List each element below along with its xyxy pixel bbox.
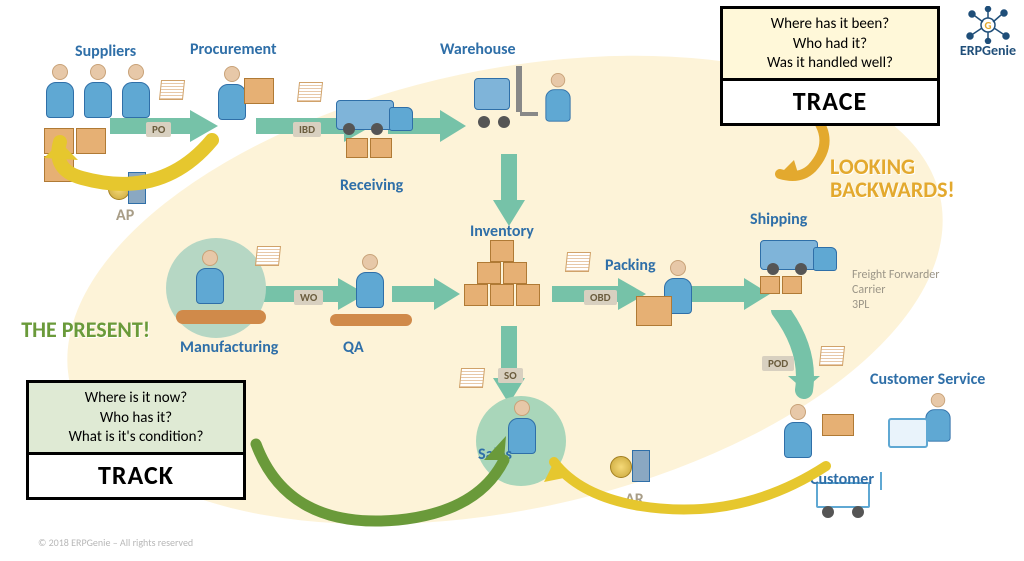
ext-line3: 3PL: [852, 298, 939, 313]
ext-line1: Freight Forwarder: [852, 268, 939, 283]
present-curly-arrow-icon: [248, 420, 518, 540]
label-shipping: Shipping: [750, 210, 807, 229]
label-packing: Packing: [605, 256, 656, 275]
shipping-boxes-icon: [760, 276, 816, 294]
customer-cart-box-icon: [822, 414, 854, 436]
trace-q3: Was it handled well?: [733, 54, 927, 74]
receiving-truck-icon: [336, 100, 394, 130]
label-qa: QA: [343, 338, 364, 357]
label-procurement: Procurement: [190, 40, 277, 59]
tag-wo: WO: [294, 290, 323, 305]
track-title: TRACK: [29, 452, 243, 497]
tag-pod: POD: [762, 356, 794, 371]
label-warehouse: Warehouse: [440, 40, 516, 59]
suppliers-doc-icon: [159, 80, 185, 100]
procurement-doc-icon: [297, 82, 323, 102]
track-q3: What is it's condition?: [39, 428, 233, 448]
manufacturing-doc-icon: [255, 246, 281, 266]
tag-obd: OBD: [584, 290, 617, 305]
footer-copyright: © 2018 ERPGenie – All rights reserved: [38, 536, 193, 549]
trace-questions: Where has it been? Who had it? Was it ha…: [723, 9, 937, 78]
yellow-return-arrow-icon: [42, 130, 222, 210]
shipping-doc-icon: [819, 346, 845, 366]
flow-arrow-warehouse-inventory: [491, 154, 527, 228]
inventory-boxes-icon: [464, 240, 540, 306]
receiving-boxes-icon: [346, 138, 406, 158]
green-return-arrow-icon: [540, 436, 840, 526]
warehouse-forklift-icon: [464, 66, 524, 122]
diagram-stage: G ERPGenie Where has it been? Who had it…: [0, 0, 1024, 561]
track-questions: Where is it now? Who has it? What is it'…: [29, 383, 243, 452]
ext-line2: Carrier: [852, 283, 939, 298]
backwards-curly-arrow-icon: [760, 118, 840, 188]
erpgenie-logo-icon: G: [964, 6, 1012, 44]
label-receiving: Receiving: [340, 176, 403, 195]
svg-text:G: G: [984, 19, 991, 32]
manufacturing-person-icon: [192, 250, 228, 310]
looking-backwards-headline: LOOKING BACKWARDS!: [830, 155, 990, 201]
label-manufacturing: Manufacturing: [180, 338, 278, 357]
shipping-truck-icon: [760, 240, 818, 270]
manufacturing-conveyor-icon: [176, 310, 266, 324]
label-customer-service: Customer Service: [870, 370, 985, 389]
trace-title: TRACE: [723, 78, 937, 123]
tag-ibd: IBD: [293, 122, 321, 137]
procurement-box-icon: [244, 78, 274, 104]
track-q1: Where is it now?: [39, 389, 233, 409]
label-inventory: Inventory: [470, 222, 534, 241]
label-suppliers: Suppliers: [75, 42, 136, 61]
suppliers-icon: [42, 64, 154, 124]
trace-panel: Where has it been? Who had it? Was it ha…: [720, 6, 940, 126]
tag-so: SO: [498, 368, 523, 383]
qa-conveyor-icon: [330, 314, 412, 326]
brand-label: ERPGenie: [960, 42, 1016, 59]
trace-q1: Where has it been?: [733, 15, 927, 35]
trace-q2: Who had it?: [733, 35, 927, 55]
qa-person-icon: [352, 254, 388, 314]
track-q2: Who has it?: [39, 409, 233, 429]
the-present-headline: THE PRESENT!: [20, 318, 150, 341]
sales-doc-icon: [459, 368, 485, 388]
flow-arrow-inventory-sales: [491, 326, 527, 406]
warehouse-person-icon: [542, 73, 574, 127]
flow-arrow-qa-inventory: [392, 276, 462, 312]
packing-box-icon: [636, 296, 672, 326]
external-shipping-labels: Freight Forwarder Carrier 3PL: [852, 268, 939, 313]
packing-doc-icon: [565, 252, 591, 272]
track-panel: Where is it now? Who has it? What is it'…: [26, 380, 246, 500]
customer-service-monitor-icon: [888, 418, 928, 448]
